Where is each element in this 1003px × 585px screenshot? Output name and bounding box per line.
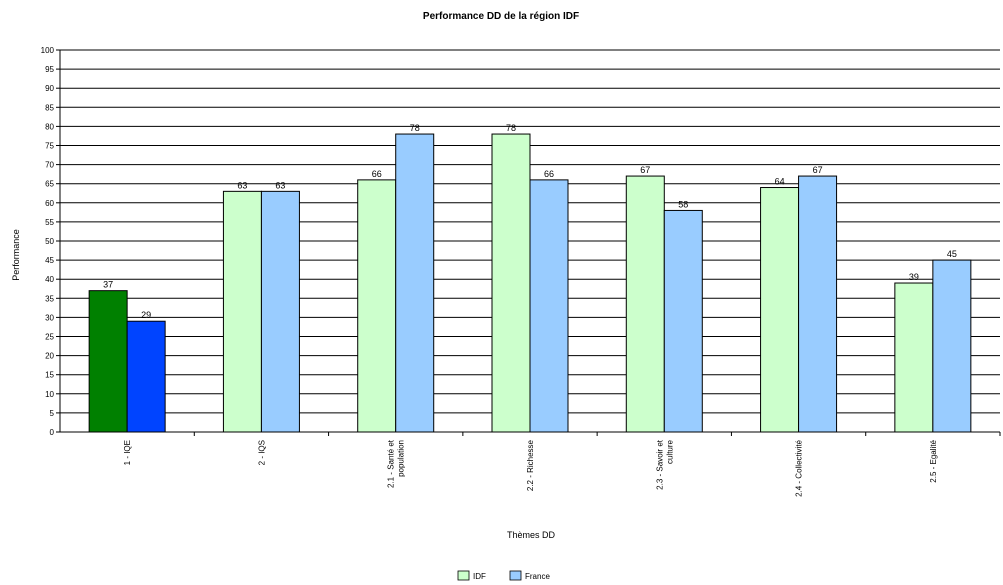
x-tick-label: 2.5 - Egalité — [929, 439, 938, 482]
y-tick-label: 45 — [45, 256, 54, 265]
bar-idf-6 — [894, 282, 934, 433]
y-tick-label: 75 — [45, 142, 54, 151]
legend-swatch-france — [509, 570, 522, 581]
axes: 0 5 10 15 20 25 30 35 40 45 50 55 60 65 70 75 80 85 90 95 10… — [41, 46, 1001, 497]
bar-france-1 — [260, 190, 300, 433]
legend: IDF France — [457, 570, 550, 581]
y-tick-label: 65 — [45, 180, 54, 189]
data-label: 37 — [103, 280, 113, 290]
data-label: 66 — [544, 169, 554, 179]
bar-idf-2 — [357, 179, 397, 433]
y-tick-label: 5 — [50, 409, 55, 418]
x-tick-label-group: 2 - IQS — [257, 440, 266, 465]
data-label: 78 — [506, 123, 516, 133]
chart-title: Performance DD de la région IDF — [423, 11, 579, 22]
y-tick-label: 10 — [45, 390, 54, 399]
bar-idf-1 — [222, 190, 262, 433]
data-label: 63 — [237, 180, 247, 190]
y-tick-label: 0 — [50, 428, 55, 437]
bar-idf-0 — [88, 290, 128, 433]
x-tick-label-group: 2.2 - Richesse — [526, 439, 535, 491]
y-tick-label: 85 — [45, 103, 54, 112]
y-tick-label: 35 — [45, 294, 54, 303]
data-label: 29 — [141, 310, 151, 320]
legend-label-idf: IDF — [473, 572, 486, 581]
x-tick-label: 2 - IQS — [257, 440, 266, 465]
y-tick-label: 40 — [45, 275, 54, 284]
x-tick-label-group: 2.3 - Savoir et culture — [655, 439, 674, 490]
y-tick-label: 20 — [45, 352, 54, 361]
data-label: 66 — [372, 169, 382, 179]
x-tick-label: 2.3 - Savoir et — [655, 439, 664, 490]
bar-france-5 — [798, 175, 838, 433]
y-tick-label: 50 — [45, 237, 54, 246]
data-label: 67 — [813, 165, 823, 175]
legend-swatch-idf — [457, 570, 470, 581]
data-label: 45 — [947, 249, 957, 259]
x-tick-label: 2.4 - Collectivité — [795, 439, 804, 496]
bar-idf-5 — [760, 187, 800, 433]
data-label: 78 — [410, 123, 420, 133]
bar-france-2 — [395, 133, 435, 433]
x-tick-label-group: 2.1 - Santé et population — [387, 439, 406, 488]
x-tick-label: culture — [665, 439, 674, 464]
bars: 37 29 63 63 66 78 78 66 67 58 64 67 39 45 — [88, 123, 972, 433]
x-tick-label-group: 2.4 - Collectivité — [795, 439, 804, 496]
y-tick-label: 30 — [45, 313, 54, 322]
x-tick-label: 2.1 - Santé et — [387, 439, 396, 488]
legend-label-france: France — [525, 572, 550, 581]
y-tick-label: 100 — [41, 46, 55, 55]
y-tick-label: 95 — [45, 65, 54, 74]
bar-france-6 — [932, 259, 972, 433]
bar-idf-4 — [625, 175, 665, 433]
bar-france-3 — [529, 179, 569, 433]
y-tick-label: 25 — [45, 333, 54, 342]
data-label: 63 — [275, 180, 285, 190]
y-axis-title: Performance — [11, 229, 21, 281]
bar-idf-3 — [491, 133, 531, 433]
y-tick-label: 70 — [45, 161, 54, 170]
x-tick-label: 1 - IQE — [123, 440, 132, 465]
y-tick-label: 55 — [45, 218, 54, 227]
data-label: 67 — [640, 165, 650, 175]
y-tick-label: 90 — [45, 84, 54, 93]
data-label: 58 — [678, 199, 688, 209]
y-tick-label: 80 — [45, 122, 54, 131]
bar-france-0 — [126, 320, 166, 433]
y-tick-label: 15 — [45, 371, 54, 380]
x-tick-label-group: 1 - IQE — [123, 440, 132, 465]
x-tick-label-group: 2.5 - Egalité — [929, 439, 938, 482]
y-tick-label: 60 — [45, 199, 54, 208]
bar-france-4 — [663, 209, 703, 433]
x-axis-title: Thèmes DD — [507, 530, 556, 540]
data-label: 39 — [909, 272, 919, 282]
data-label: 64 — [775, 177, 785, 187]
x-tick-label: 2.2 - Richesse — [526, 439, 535, 491]
x-tick-label: population — [397, 440, 406, 477]
